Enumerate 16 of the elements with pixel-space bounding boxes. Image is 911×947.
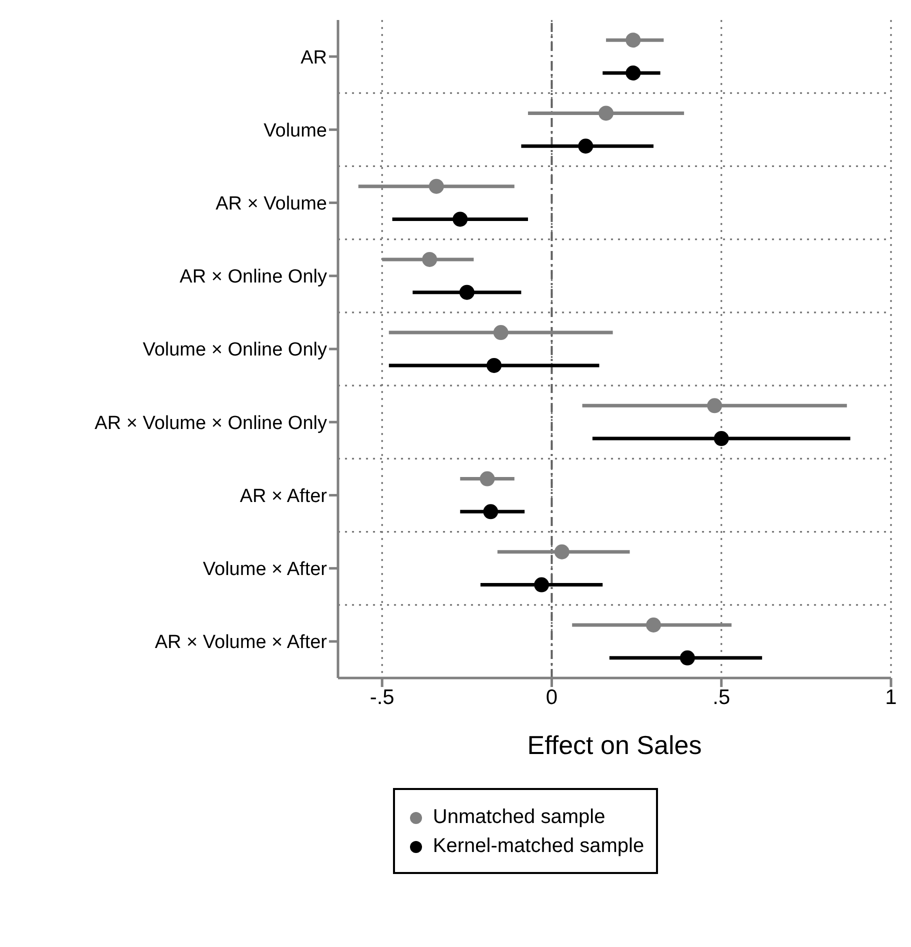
y-tick-label: AR × Volume × After	[154, 632, 328, 654]
legend-label: Kernel-matched sample	[432, 835, 644, 858]
y-tick-label: AR	[300, 47, 327, 68]
y-tick-label: Volume	[264, 120, 327, 142]
y-tick-label: AR × Volume × Online Only	[94, 412, 328, 434]
y-tick-label: AR × Volume	[216, 194, 327, 215]
x-axis-title: Effect on Sales	[527, 730, 702, 760]
y-tick-label: AR × Online Only	[180, 266, 328, 288]
y-tick-label: Volume × Online Only	[142, 340, 328, 361]
x-tick-label: 0	[546, 686, 558, 709]
legend-label: Unmatched sample	[432, 806, 606, 829]
y-tick-label: AR × After	[240, 486, 328, 507]
x-tick-label: 1	[885, 686, 897, 709]
x-tick-label: -.5	[370, 686, 394, 709]
y-tick-label: Volume × After	[202, 559, 328, 580]
x-tick-label: .5	[712, 686, 730, 709]
